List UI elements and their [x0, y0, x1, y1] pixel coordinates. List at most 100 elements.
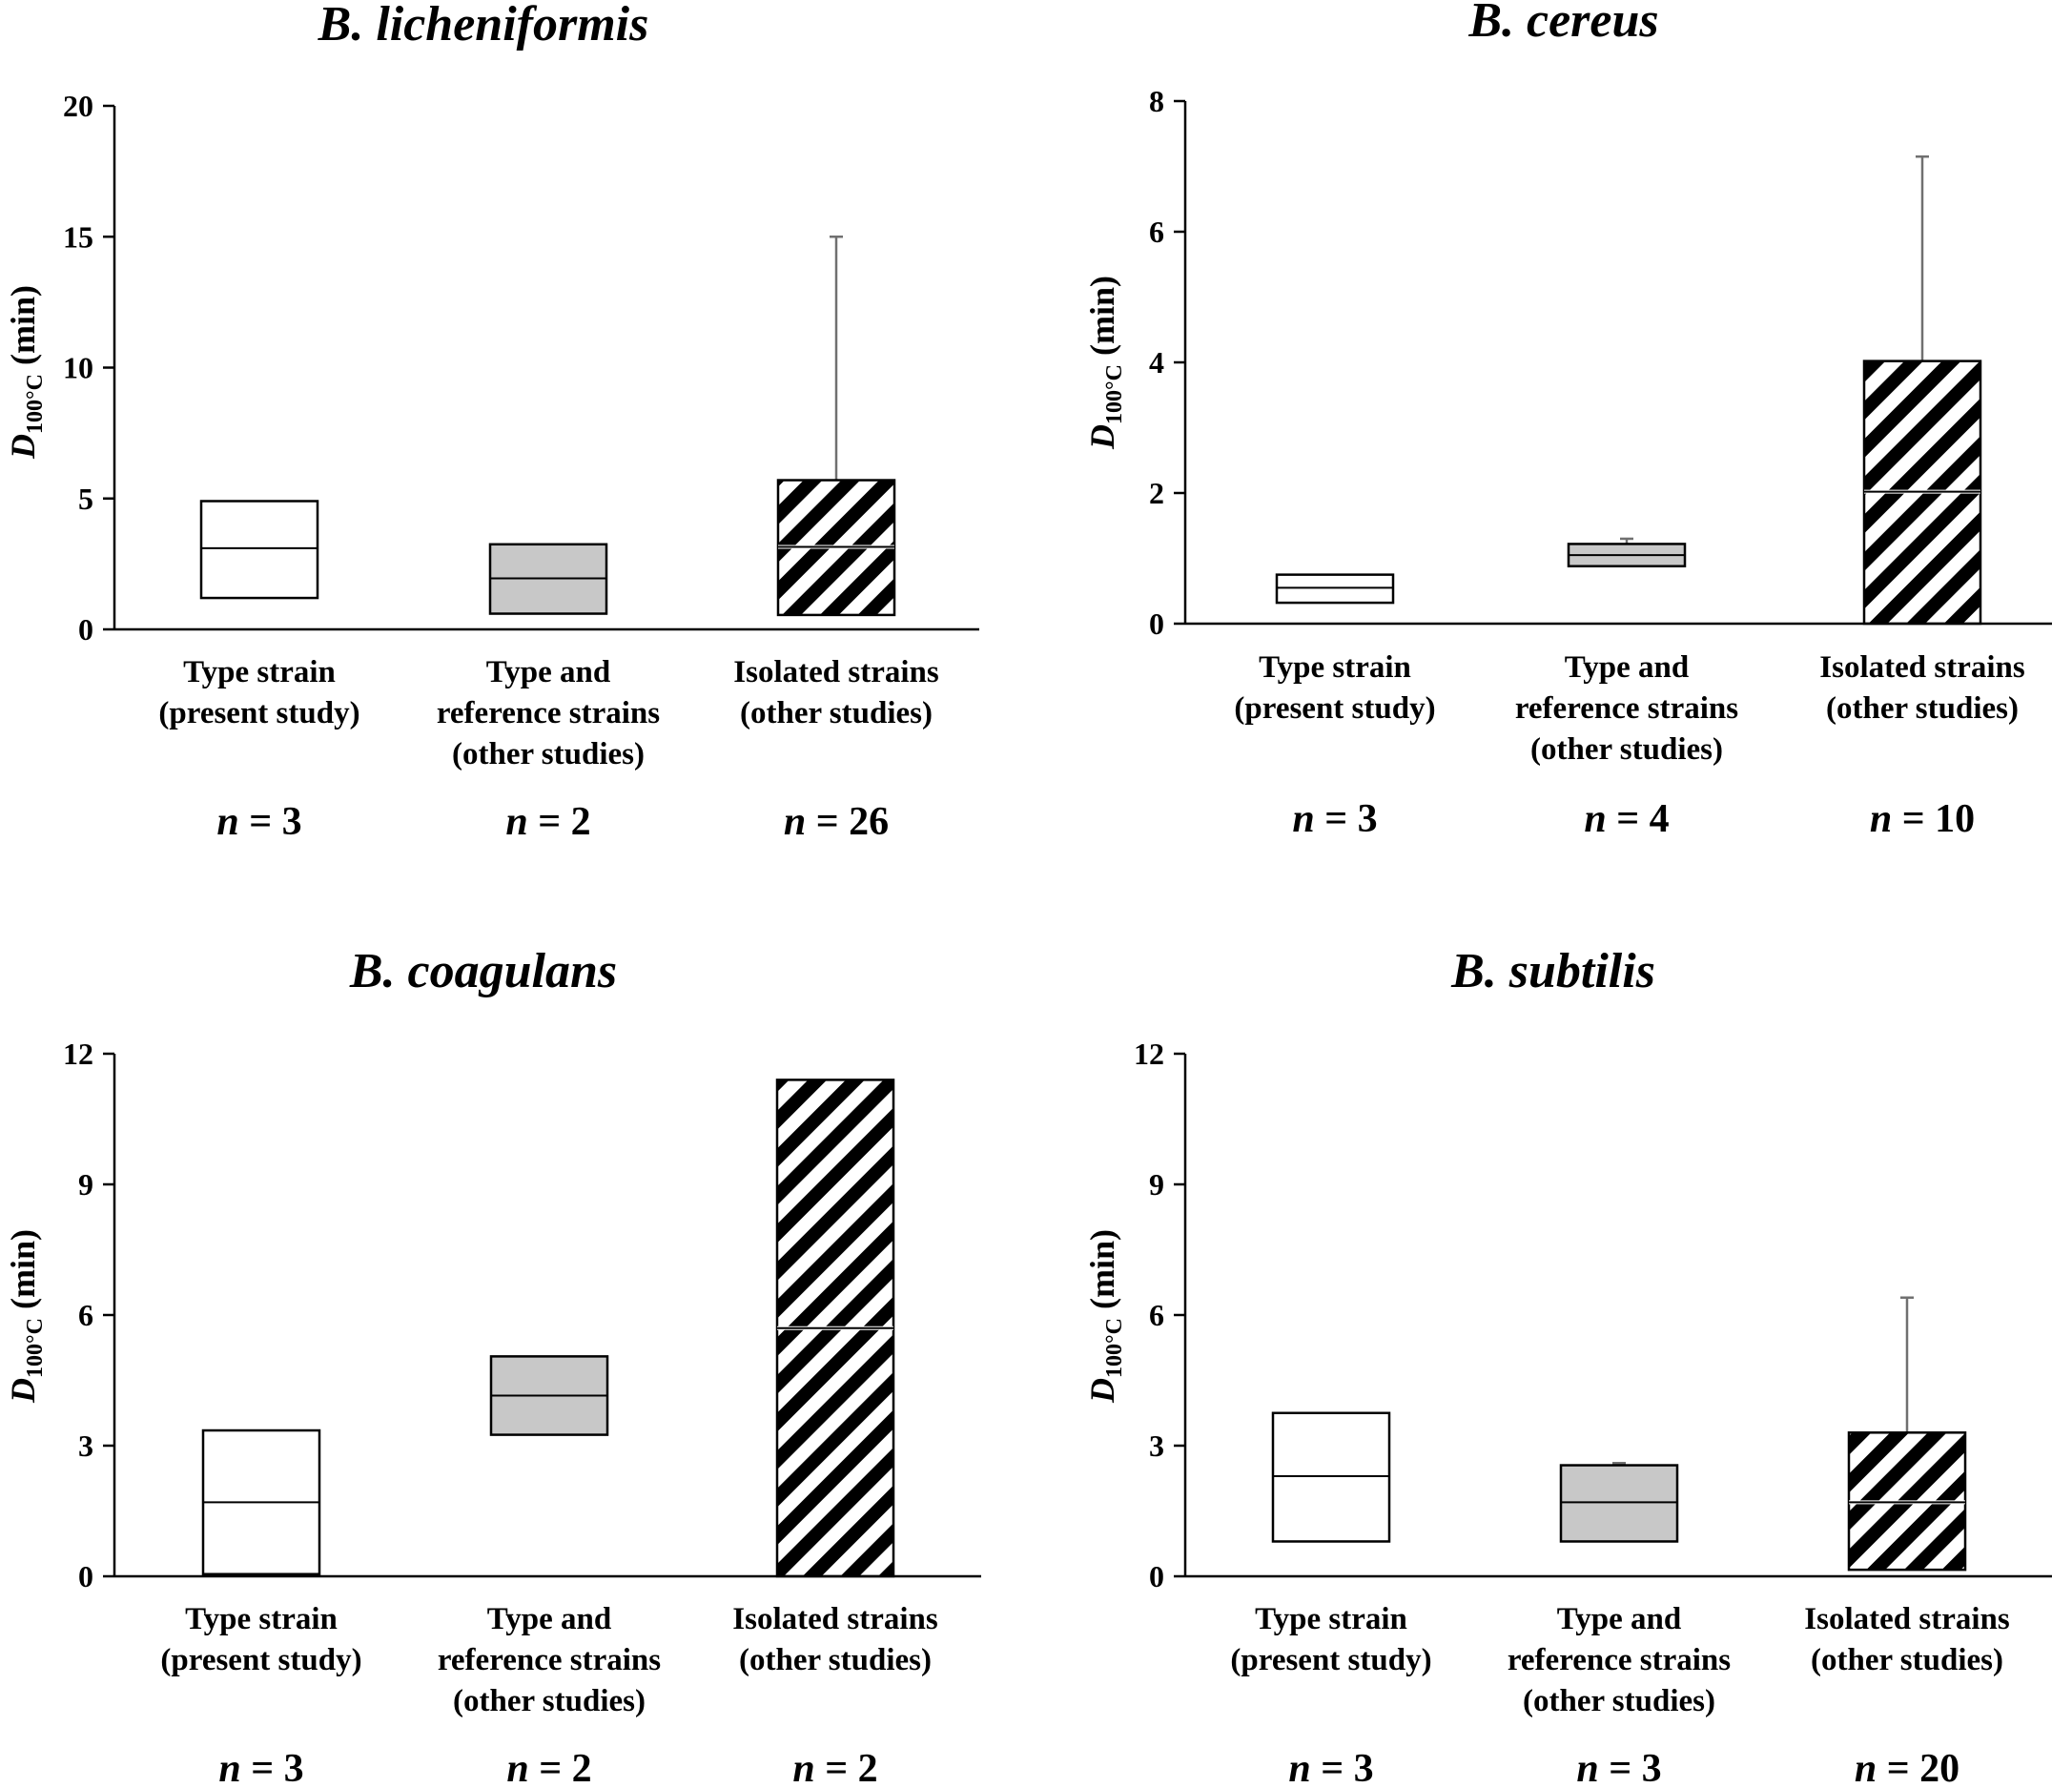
box-1: [1271, 1411, 1391, 1543]
y-tick-label: 15: [63, 219, 93, 254]
category-label: reference strains: [1515, 691, 1738, 726]
n-symbol: n: [216, 800, 238, 844]
category-label: Type strain: [185, 1602, 338, 1636]
y-axis-unit: (min): [1083, 276, 1121, 364]
y-axis-label: D100°C (min): [1083, 276, 1127, 450]
y-axis-unit: (min): [4, 285, 42, 374]
category-label: Type strain: [183, 655, 336, 689]
n-value: = 3: [1599, 1747, 1662, 1788]
n-value: = 2: [815, 1747, 878, 1788]
n-symbol: n: [1870, 797, 1892, 841]
category-label: (present study): [1234, 691, 1435, 726]
y-tick-label: 5: [78, 482, 93, 516]
n-symbol: n: [505, 800, 527, 844]
sample-size-label: n = 3: [1576, 1747, 1661, 1788]
category-label: Type strain: [1255, 1602, 1407, 1636]
n-value: = 20: [1877, 1747, 1959, 1788]
y-axis-unit: (min): [4, 1229, 42, 1318]
n-value: = 3: [1315, 797, 1378, 841]
y-axis-symbol: D: [1083, 424, 1121, 450]
category-label: (present study): [1230, 1643, 1431, 1677]
y-axis-unit: (min): [1083, 1229, 1121, 1318]
n-value: = 26: [806, 800, 889, 844]
category-label: (other studies): [453, 1684, 646, 1718]
sample-size-label: n = 3: [1288, 1747, 1373, 1788]
y-tick-label: 4: [1149, 345, 1164, 380]
category-label: Type and: [1557, 1602, 1682, 1636]
y-tick-label: 8: [1149, 84, 1164, 118]
box-1: [1275, 573, 1395, 605]
category-label: (present study): [160, 1643, 361, 1677]
sample-size-label: n = 20: [1855, 1747, 1959, 1788]
n-symbol: n: [1855, 1747, 1877, 1788]
y-tick-label: 3: [1149, 1428, 1164, 1463]
y-tick-label: 9: [78, 1167, 93, 1202]
chart-panel-2: B. cereus D100°C (min) 0 2 4 6 8 Type strain (pr…: [1083, 0, 2052, 841]
sample-size-label: n = 4: [1584, 797, 1669, 841]
category-label: reference strains: [438, 1643, 661, 1677]
y-axis-subscript: 100°C: [23, 1318, 48, 1378]
y-axis-symbol: D: [4, 1378, 42, 1404]
chart-title: B. cereus: [1467, 0, 1658, 48]
chart-panel-4: B. subtilis D100°C (min) 0 3 6 9 12 Type strain…: [1083, 944, 2052, 1788]
y-tick-label: 10: [63, 351, 93, 385]
y-tick-label: 0: [1149, 606, 1164, 641]
y-axis-subscript: 100°C: [23, 374, 48, 434]
chart-panel-1: B. licheniformis D100°C (min) 0 5 10 15 20 Type…: [4, 0, 979, 844]
n-value: = 2: [529, 1747, 592, 1788]
y-axis-subscript: 100°C: [1102, 364, 1127, 424]
n-symbol: n: [218, 1747, 240, 1788]
box-1: [199, 500, 319, 600]
chart-title: B. subtilis: [1450, 944, 1655, 998]
category-label: Type and: [487, 1602, 612, 1636]
category-label: (other studies): [739, 1643, 932, 1677]
y-axis-label: D100°C (min): [4, 1229, 48, 1404]
n-value: = 3: [239, 800, 302, 844]
y-tick-label: 0: [78, 612, 93, 647]
category-label: Type and: [1565, 650, 1690, 685]
y-axis-label: D100°C (min): [4, 285, 48, 460]
chart-panel-3: B. coagulans D100°C (min) 0 3 6 9 12 Type strai…: [4, 944, 981, 1788]
y-tick-label: 6: [1149, 215, 1164, 249]
category-label: Type and: [486, 655, 611, 689]
sample-size-label: n = 3: [1292, 797, 1377, 841]
category-label: (other studies): [1826, 691, 2019, 726]
y-tick-label: 20: [63, 89, 93, 123]
y-axis-symbol: D: [4, 434, 42, 460]
y-axis-symbol: D: [1083, 1378, 1121, 1404]
n-value: = 3: [1311, 1747, 1374, 1788]
y-tick-label: 12: [63, 1037, 93, 1071]
category-label: Isolated strains: [1819, 650, 2025, 685]
category-label: reference strains: [1508, 1643, 1731, 1677]
y-tick-label: 0: [1149, 1559, 1164, 1593]
sample-size-label: n = 3: [216, 800, 301, 844]
sample-size-label: n = 26: [784, 800, 889, 844]
n-value: = 4: [1607, 797, 1670, 841]
sample-size-label: n = 10: [1870, 797, 1975, 841]
y-axis-subscript: 100°C: [1102, 1318, 1127, 1378]
sample-size-label: n = 2: [506, 1747, 591, 1788]
category-label: (other studies): [1811, 1643, 2003, 1677]
n-value: = 10: [1892, 797, 1975, 841]
y-tick-label: 12: [1134, 1037, 1164, 1071]
category-label: (other studies): [1530, 732, 1723, 767]
n-symbol: n: [792, 1747, 814, 1788]
n-value: = 3: [241, 1747, 304, 1788]
chart-title: B. licheniformis: [318, 0, 649, 51]
n-symbol: n: [784, 800, 806, 844]
n-symbol: n: [1576, 1747, 1598, 1788]
y-tick-label: 3: [78, 1428, 93, 1463]
chart-title: B. coagulans: [349, 944, 617, 998]
category-label: Isolated strains: [1804, 1602, 2010, 1636]
y-axis-label: D100°C (min): [1083, 1229, 1127, 1404]
n-symbol: n: [1292, 797, 1314, 841]
n-symbol: n: [506, 1747, 528, 1788]
y-tick-label: 6: [1149, 1298, 1164, 1332]
n-symbol: n: [1288, 1747, 1310, 1788]
y-tick-label: 2: [1149, 476, 1164, 510]
sample-size-label: n = 2: [792, 1747, 877, 1788]
category-label: (other studies): [452, 737, 645, 771]
y-tick-label: 9: [1149, 1167, 1164, 1202]
n-symbol: n: [1584, 797, 1606, 841]
